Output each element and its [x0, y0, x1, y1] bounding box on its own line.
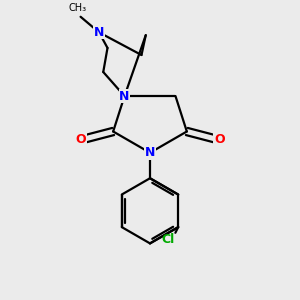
- Text: Cl: Cl: [162, 233, 175, 246]
- Text: N: N: [94, 26, 104, 39]
- Text: O: O: [75, 134, 86, 146]
- Text: O: O: [214, 134, 225, 146]
- Text: N: N: [145, 146, 155, 159]
- Text: CH₃: CH₃: [69, 2, 87, 13]
- Text: N: N: [119, 90, 130, 103]
